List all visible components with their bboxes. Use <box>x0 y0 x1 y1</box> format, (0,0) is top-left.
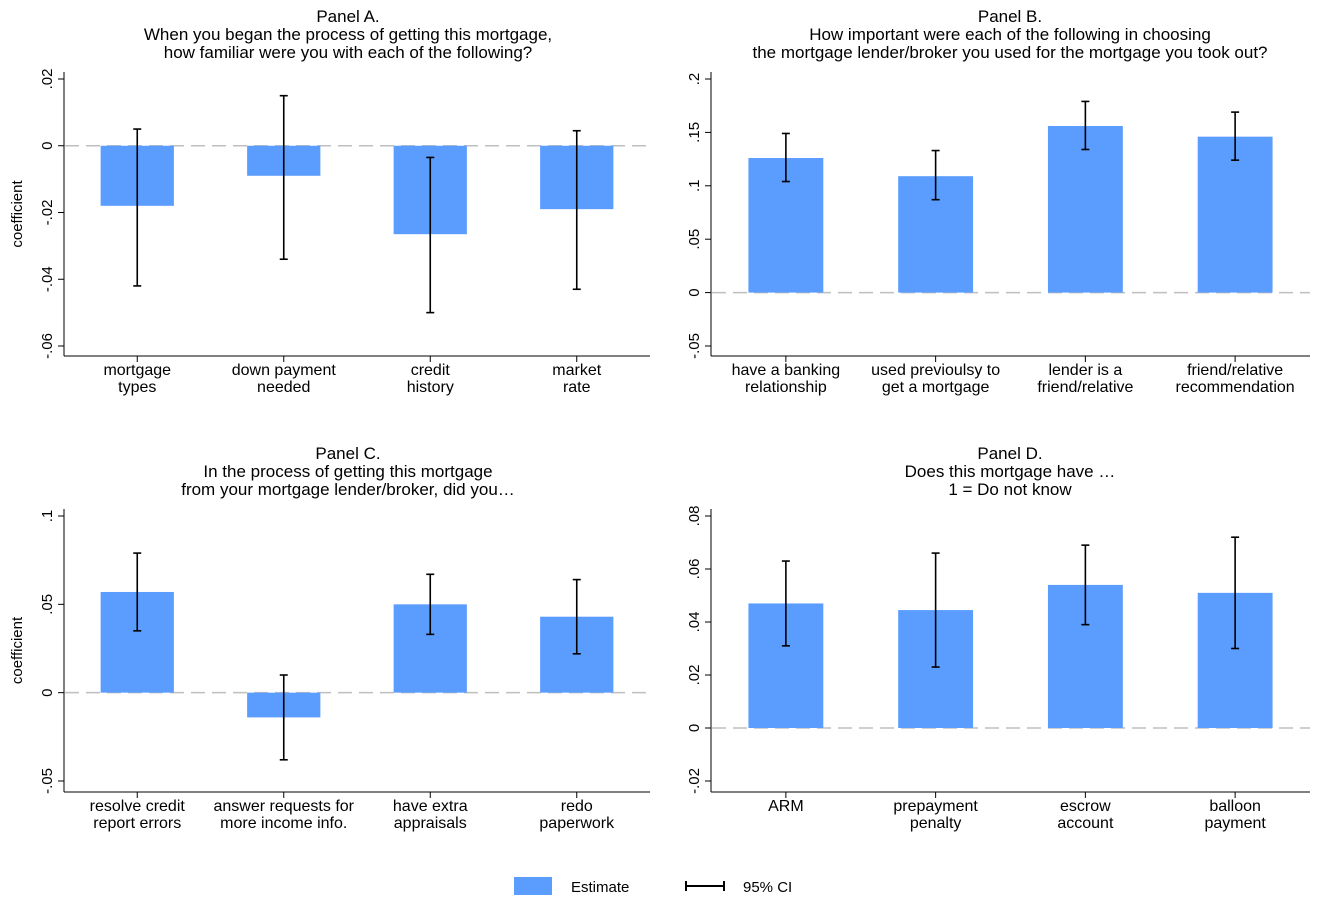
y-tick-label: -.05 <box>39 768 56 794</box>
x-category-label: report errors <box>93 815 181 832</box>
x-category-label: account <box>1057 815 1114 832</box>
panel-title-line: how familiar were you with each of the f… <box>164 43 533 62</box>
panel-b: Panel B.How important were each of the f… <box>686 7 1310 396</box>
x-category-label: used previoulsy to <box>871 362 1000 379</box>
x-category-label: prepayment <box>893 798 978 815</box>
x-category-label: get a mortgage <box>882 379 990 396</box>
x-category-label: relationship <box>745 379 827 396</box>
bar <box>1047 125 1123 293</box>
y-tick-label: 0 <box>39 688 56 696</box>
x-category-label: credit <box>411 362 451 379</box>
x-category-label: market <box>552 362 601 379</box>
x-category-label: appraisals <box>394 815 467 832</box>
y-tick-label: -.02 <box>39 200 56 226</box>
x-category-label: lender is a <box>1048 362 1122 379</box>
x-category-label: more income info. <box>220 815 347 832</box>
legend: Estimate 95% CI <box>514 877 792 896</box>
panel-title-line: Panel B. <box>978 7 1042 26</box>
y-tick-label: -.06 <box>39 333 56 359</box>
y-tick-label: .06 <box>686 559 703 580</box>
panel-title-line: from your mortgage lender/broker, did yo… <box>181 480 515 499</box>
x-category-label: redo <box>561 798 593 815</box>
x-category-label: types <box>118 379 156 396</box>
y-tick-label: 0 <box>686 288 703 296</box>
y-axis-title: coefficient <box>9 616 26 684</box>
x-category-label: rate <box>563 379 591 396</box>
panel-title-line: Panel D. <box>977 444 1042 463</box>
x-category-label: paperwork <box>539 815 615 832</box>
legend-ci-label: 95% CI <box>743 879 792 896</box>
x-category-label: ARM <box>768 798 804 815</box>
y-tick-label: 0 <box>39 142 56 150</box>
panel-title-line: Does this mortgage have … <box>905 462 1116 481</box>
panel-d: Panel D.Does this mortgage have …1 = Do … <box>686 444 1310 832</box>
x-category-label: penalty <box>910 815 962 832</box>
x-category-label: down payment <box>232 362 337 379</box>
legend-estimate-label: Estimate <box>571 879 629 896</box>
y-tick-label: .05 <box>39 594 56 615</box>
panel-title-line: Panel C. <box>315 444 380 463</box>
panel-a: Panel A.When you began the process of ge… <box>9 7 650 396</box>
panel-title-line: When you began the process of getting th… <box>144 25 552 44</box>
x-category-label: friend/relative <box>1037 379 1133 396</box>
y-tick-label: .04 <box>686 612 703 633</box>
y-tick-label: 0 <box>686 724 703 732</box>
panel-c: Panel C.In the process of getting this m… <box>9 444 650 832</box>
panel-title-line: Panel A. <box>316 7 379 26</box>
y-tick-label: .02 <box>39 69 56 90</box>
y-axis-title: coefficient <box>9 180 26 248</box>
y-tick-label: .1 <box>39 510 56 523</box>
y-tick-label: -.04 <box>39 266 56 292</box>
x-category-label: payment <box>1204 815 1266 832</box>
x-category-label: resolve credit <box>90 798 186 815</box>
panels: Panel A.When you began the process of ge… <box>9 7 1310 832</box>
y-tick-label: .02 <box>686 665 703 686</box>
x-category-label: friend/relative <box>1187 362 1283 379</box>
y-tick-label: -.02 <box>686 768 703 794</box>
x-category-label: have a banking <box>732 362 841 379</box>
panel-title-line: 1 = Do not know <box>948 480 1072 499</box>
panel-title-line: In the process of getting this mortgage <box>203 462 492 481</box>
x-category-label: needed <box>257 379 310 396</box>
x-category-label: mortgage <box>103 362 171 379</box>
y-tick-label: .2 <box>686 73 703 86</box>
x-category-label: answer requests for <box>213 798 354 815</box>
x-category-label: escrow <box>1060 798 1111 815</box>
x-category-label: recommendation <box>1176 379 1295 396</box>
bar <box>1197 136 1273 293</box>
panel-title-line: the mortgage lender/broker you used for … <box>752 43 1267 62</box>
x-category-label: balloon <box>1209 798 1261 815</box>
y-tick-label: .05 <box>686 229 703 250</box>
y-tick-label: -.05 <box>686 333 703 359</box>
x-category-label: history <box>407 379 454 396</box>
y-tick-label: .08 <box>686 506 703 527</box>
legend-estimate-swatch <box>514 877 552 895</box>
x-category-label: have extra <box>393 798 468 815</box>
y-tick-label: .15 <box>686 122 703 143</box>
y-tick-label: .1 <box>686 180 703 193</box>
panel-title-line: How important were each of the following… <box>809 25 1211 44</box>
